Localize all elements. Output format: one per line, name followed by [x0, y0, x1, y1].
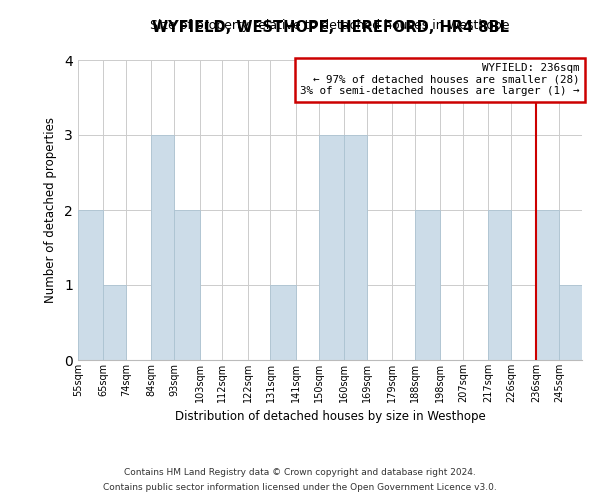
- Bar: [536, 210, 559, 360]
- Title: Size of property relative to detached houses in Westhope: Size of property relative to detached ho…: [150, 20, 510, 32]
- Text: WYFIELD, WESTHOPE, HEREFORD, HR4 8BL: WYFIELD, WESTHOPE, HEREFORD, HR4 8BL: [151, 20, 509, 35]
- Bar: [488, 210, 511, 360]
- Bar: [559, 285, 582, 360]
- Bar: [319, 135, 344, 360]
- Bar: [174, 210, 200, 360]
- Text: WYFIELD: 236sqm
← 97% of detached houses are smaller (28)
3% of semi-detached ho: WYFIELD: 236sqm ← 97% of detached houses…: [300, 63, 580, 96]
- Bar: [415, 210, 440, 360]
- Bar: [78, 210, 103, 360]
- Bar: [103, 285, 126, 360]
- Y-axis label: Number of detached properties: Number of detached properties: [44, 117, 58, 303]
- Bar: [271, 285, 296, 360]
- Bar: [344, 135, 367, 360]
- X-axis label: Distribution of detached houses by size in Westhope: Distribution of detached houses by size …: [175, 410, 485, 424]
- Text: Contains public sector information licensed under the Open Government Licence v3: Contains public sector information licen…: [103, 483, 497, 492]
- Text: Contains HM Land Registry data © Crown copyright and database right 2024.: Contains HM Land Registry data © Crown c…: [124, 468, 476, 477]
- Bar: [151, 135, 174, 360]
